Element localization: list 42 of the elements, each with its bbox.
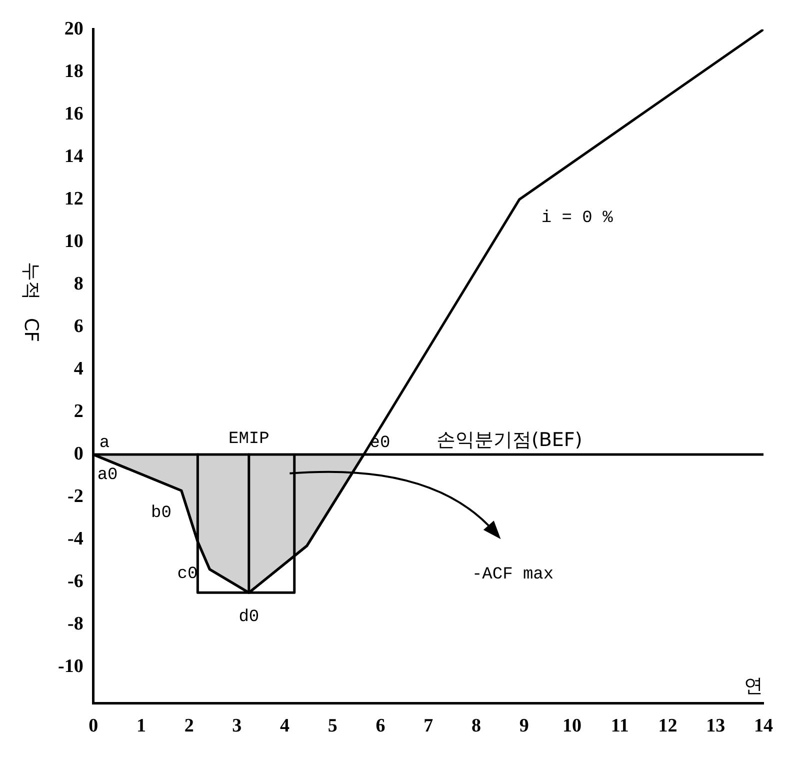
y-tick-label: 20 [64,18,84,40]
x-tick-label: 14 [754,716,774,737]
x-tick-label: 6 [376,716,386,737]
y-tick-label: 12 [64,188,84,210]
x-tick-label: 4 [280,716,290,737]
x-tick-label: 13 [706,716,726,737]
y-tick-label: 4 [74,358,84,380]
x-tick-label: 11 [610,716,629,737]
annotation: c0 [177,564,198,584]
annotation: EMIP [228,430,270,450]
annotation: b0 [151,504,172,524]
x-tick-label: 9 [519,716,529,737]
x-tick-label: 10 [562,716,582,737]
annotation: a [99,434,110,454]
y-tick-label: 14 [64,146,84,167]
y-tick-label: -6 [68,570,84,592]
x-tick-label: 1 [136,716,146,737]
ref-line-label: 손익분기점(BEF) [436,428,582,451]
y-tick-label: 2 [74,400,84,422]
y-tick-label: 6 [74,316,84,337]
y-tick-label: 16 [64,103,84,124]
annotation: -ACF max [472,565,554,584]
y-tick-label: 8 [74,273,84,294]
y-tick-label: 18 [64,60,84,82]
x-tick-label: 12 [658,716,678,737]
x-tick-label: 2 [184,716,194,737]
y-axis-title: 누적 CF [20,262,42,342]
y-tick-label: -10 [58,656,84,677]
y-tick-label: -4 [68,528,84,550]
y-tick-label: -2 [68,486,84,507]
annotation: a0 [97,466,118,486]
y-tick-label: -8 [68,613,84,634]
x-tick-label: 0 [88,716,98,737]
annotation: i = 0 % [541,208,614,228]
x-tick-label: 7 [424,716,434,737]
x-axis-title: 연 [744,675,763,698]
y-tick-label: 10 [64,230,84,252]
x-tick-label: 5 [328,716,338,737]
x-tick-label: 3 [232,716,242,737]
y-tick-label: 0 [74,443,84,464]
x-tick-label: 8 [472,716,482,737]
annotation: d0 [238,608,260,628]
